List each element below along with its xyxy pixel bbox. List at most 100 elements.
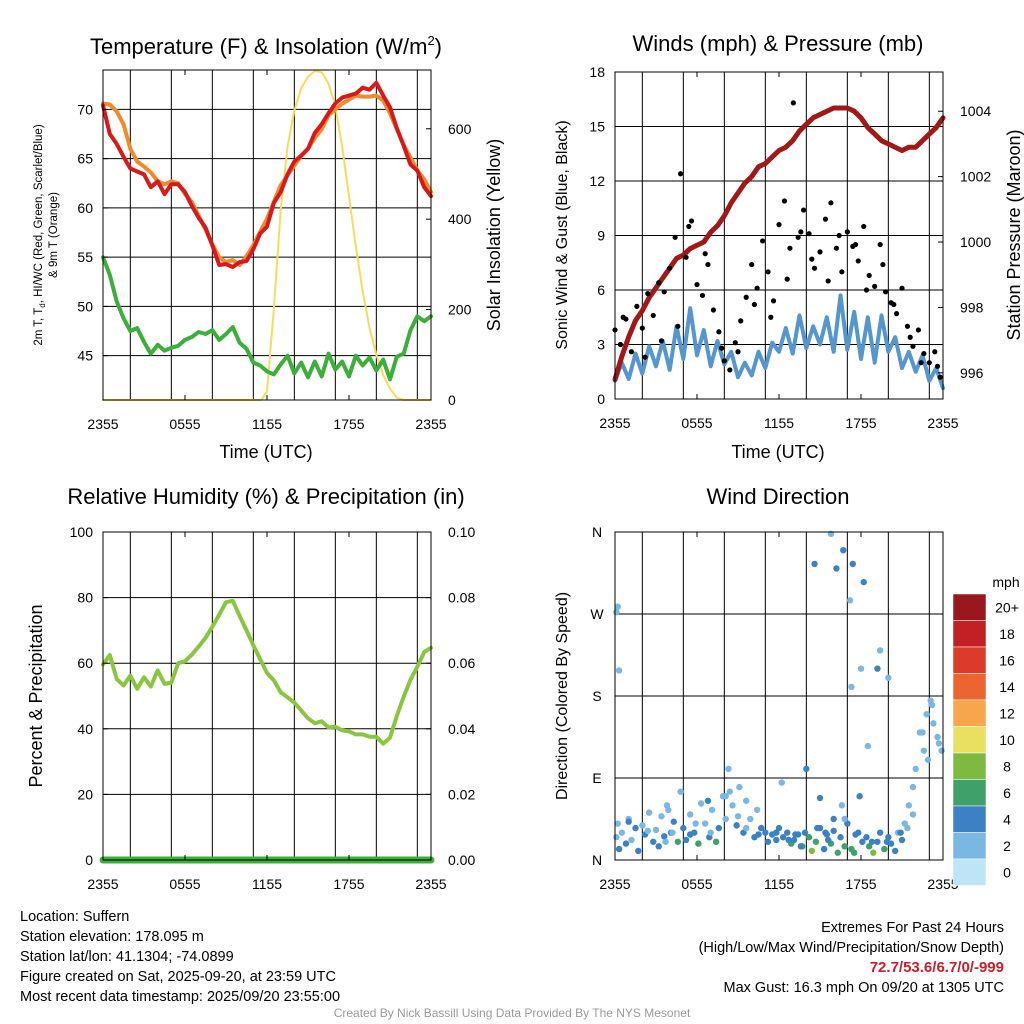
direction-point [812, 838, 820, 845]
direction-point [747, 815, 754, 823]
speed-legend-title: mph [992, 574, 1019, 590]
gust-point [639, 325, 645, 331]
gust-point [926, 360, 932, 366]
gust-point [795, 234, 801, 240]
gust-point [721, 358, 727, 364]
gust-point [910, 343, 916, 349]
direction-point [841, 815, 848, 823]
direction-point [661, 833, 668, 840]
direction-point [665, 806, 672, 814]
y-tick-label: 15 [589, 119, 605, 135]
gust-point [732, 340, 738, 346]
direction-tick-label: N [592, 852, 602, 868]
direction-point [912, 765, 919, 773]
legend-swatch [952, 832, 987, 860]
direction-point [645, 809, 653, 816]
direction-tick-label: N [592, 524, 602, 540]
pressure-axis-label: Station Pressure (Maroon) [1004, 129, 1024, 340]
winds-x-axis-label: Time (UTC) [731, 442, 824, 462]
direction-point [856, 793, 863, 800]
gust-point [634, 303, 640, 309]
rh-line [101, 598, 433, 746]
legend-label: 14 [999, 679, 1015, 695]
direction-point [743, 797, 750, 804]
direction-point [652, 826, 660, 834]
direction-point [729, 802, 736, 809]
y-tick-label: 9 [597, 228, 605, 244]
y2-tick-label: 200 [448, 302, 472, 318]
direction-point [840, 547, 847, 554]
station-info: Location: Suffern Station elevation: 178… [20, 907, 340, 1007]
direction-point [755, 831, 762, 838]
y-tick-label: 18 [589, 64, 605, 80]
gust-point [806, 231, 812, 237]
legend-label: 12 [999, 705, 1015, 721]
gust-point [645, 291, 651, 297]
direction-tick-label: S [592, 688, 601, 704]
y-tick-label: 60 [77, 655, 93, 671]
legend-label: 18 [999, 626, 1015, 642]
direction-point [764, 838, 772, 845]
direction-point [808, 847, 815, 855]
direction-point [859, 838, 866, 845]
legend-swatch [952, 752, 987, 780]
y-tick-label: 80 [77, 590, 93, 606]
direction-point [618, 829, 626, 836]
y2-tick-label: 0.08 [448, 590, 475, 606]
direction-point [891, 847, 899, 855]
direction-tick-label: E [592, 770, 601, 786]
solar-insolation-axis-label: Solar Insolation (Yellow) [484, 139, 504, 331]
direction-point [841, 843, 848, 850]
direction-point [686, 831, 694, 838]
y2-tick-label: 0 [448, 392, 456, 408]
gust-point [738, 318, 744, 324]
direction-point [722, 815, 729, 823]
legend-label: 10 [999, 732, 1015, 748]
direction-point [712, 838, 720, 845]
direction-point [846, 597, 854, 604]
y-tick-label: 70 [77, 101, 93, 117]
y-tick-label: 3 [597, 337, 605, 353]
x-tick-label: 1155 [764, 876, 794, 892]
x-tick-label: 2355 [87, 416, 118, 432]
direction-point [803, 765, 810, 773]
legend-label: 16 [999, 652, 1015, 668]
direction-point [644, 827, 651, 835]
gust-point [863, 287, 870, 293]
gust-point [852, 241, 859, 248]
gust-point [743, 294, 749, 300]
y2-tick-label: 400 [448, 211, 472, 227]
direction-point [773, 836, 780, 844]
gust-point [751, 301, 758, 308]
direction-point [797, 843, 805, 850]
legend-swatch [952, 726, 987, 754]
direction-point [726, 788, 733, 795]
direction-point [919, 729, 926, 736]
gust-point [822, 216, 829, 222]
y-tick-label: 45 [77, 348, 93, 364]
gust-point [877, 241, 883, 248]
x-tick-label: 1155 [764, 415, 794, 431]
gust-point [776, 222, 782, 228]
y2-tick-label: 998 [960, 299, 984, 315]
x-tick-label: 2355 [87, 876, 118, 892]
direction-point [622, 840, 630, 847]
direction-point [837, 834, 844, 841]
direction-point [870, 849, 877, 856]
direction-point [614, 603, 621, 610]
x-tick-label: 2355 [415, 876, 446, 892]
gust-point [809, 256, 815, 262]
y2-tick-label: 0.02 [448, 786, 475, 802]
y-tick-label: 20 [77, 786, 93, 802]
gust-point [883, 289, 889, 295]
winds-pressure-panel: Winds (mph) & Pressure (mb) 2355 0555 1155… [554, 31, 1024, 462]
direction-point [715, 824, 723, 832]
gust-point [915, 327, 922, 333]
legend-swatch [952, 858, 987, 886]
legend-swatch [952, 646, 987, 674]
gust-point [754, 285, 760, 291]
gust-point [839, 269, 845, 275]
direction-point [615, 667, 623, 674]
direction-point [753, 806, 761, 814]
direction-point [658, 813, 665, 820]
